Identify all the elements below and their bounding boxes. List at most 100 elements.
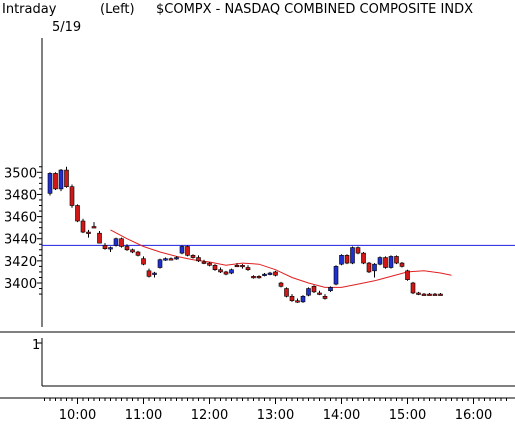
candle-body [201, 261, 207, 264]
x-tick-label: 16:00 [455, 408, 492, 423]
candle [267, 271, 273, 276]
candle [333, 265, 339, 286]
candle [130, 248, 135, 254]
candle-body [350, 247, 355, 264]
candle-body [130, 249, 135, 253]
y-tick-label: 3500 [4, 166, 37, 181]
candle-body [75, 205, 80, 222]
candle-body [438, 293, 443, 296]
candle-body [328, 287, 333, 292]
candle [229, 268, 234, 275]
candle-body [64, 169, 69, 187]
candle [311, 285, 317, 293]
candle [289, 294, 295, 302]
candle [361, 252, 366, 265]
candle-body [58, 169, 64, 190]
candle [119, 237, 124, 248]
candle-body [322, 295, 328, 299]
candle [405, 269, 410, 281]
axes: 3400 3420 3440 3460 3480 3500 10:00 11:00 12:00 1… [0, 38, 515, 423]
candle [240, 264, 245, 269]
candle-body [119, 238, 124, 247]
candle-body [168, 258, 174, 261]
candle-body [113, 238, 119, 246]
candle [284, 287, 289, 298]
date-label: 5/19 [52, 20, 81, 35]
candle [113, 237, 119, 247]
candle [141, 256, 146, 266]
candle [179, 245, 185, 255]
candle-body [163, 258, 168, 261]
candle-body [223, 271, 229, 275]
candle-body [256, 276, 262, 279]
candle [300, 295, 306, 303]
candle [53, 172, 58, 191]
candle-body [410, 282, 416, 294]
candle-body [185, 246, 190, 256]
candle [75, 204, 80, 223]
candle [86, 229, 91, 238]
x-tick-label: 12:00 [191, 408, 228, 423]
candle [190, 254, 196, 259]
candle [207, 261, 212, 267]
candle-body [344, 255, 350, 264]
candle [223, 270, 229, 276]
candle-body [240, 264, 245, 268]
candle-body [86, 231, 91, 234]
candle [91, 222, 97, 229]
candle [185, 245, 190, 257]
candle-body [251, 276, 256, 279]
candle [438, 292, 443, 296]
candle [377, 256, 383, 266]
candle-body [383, 257, 388, 268]
candle-body [300, 295, 306, 303]
chart-header: Intraday (Left) $COMPX - NASDAQ COMBINED… [0, 0, 515, 18]
candle [339, 254, 344, 266]
candle-body [355, 247, 361, 254]
candle [410, 281, 416, 295]
candle-body [179, 246, 185, 254]
candle-body [262, 273, 267, 276]
candle-body [190, 255, 196, 258]
candle [355, 246, 361, 255]
candle-body [91, 226, 97, 229]
candle [394, 255, 399, 265]
candle [152, 271, 157, 278]
candle-body [146, 270, 152, 277]
candle-body [421, 293, 427, 296]
candle [174, 256, 179, 260]
candle [212, 264, 218, 271]
candle [295, 298, 300, 303]
candle-body [97, 232, 102, 244]
candle [416, 291, 421, 296]
candle [383, 256, 388, 269]
candle-body [306, 288, 311, 296]
candle-body [295, 300, 300, 303]
scale-label: (Left) [100, 2, 135, 17]
chart-title: $COMPX - NASDAQ COMBINED COMPOSITE INDX [156, 2, 473, 17]
lower-tick-label: 1 [32, 338, 40, 353]
candle-body [135, 251, 141, 256]
candle [306, 287, 311, 297]
candle [344, 254, 350, 265]
candle [196, 255, 201, 262]
candle [108, 246, 113, 253]
candle-body [278, 282, 284, 287]
candle [218, 267, 223, 274]
candle-body [53, 173, 58, 190]
candle-body [377, 257, 383, 265]
y-tick-label: 3440 [4, 233, 37, 248]
y-tick-label: 3420 [4, 255, 37, 270]
candle [278, 281, 284, 288]
candle-body [311, 286, 317, 293]
candles-layer [47, 166, 443, 303]
candle-body [174, 257, 179, 260]
x-tick-label: 11:00 [125, 408, 162, 423]
candle [146, 268, 152, 278]
candle [168, 257, 174, 261]
candle-body [234, 264, 240, 268]
candle [157, 258, 163, 269]
candle [135, 250, 141, 257]
x-tick-label: 13:00 [257, 408, 294, 423]
candle-body [47, 173, 53, 194]
